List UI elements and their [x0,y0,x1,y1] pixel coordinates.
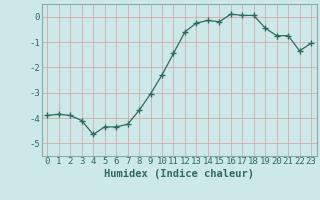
X-axis label: Humidex (Indice chaleur): Humidex (Indice chaleur) [104,169,254,179]
